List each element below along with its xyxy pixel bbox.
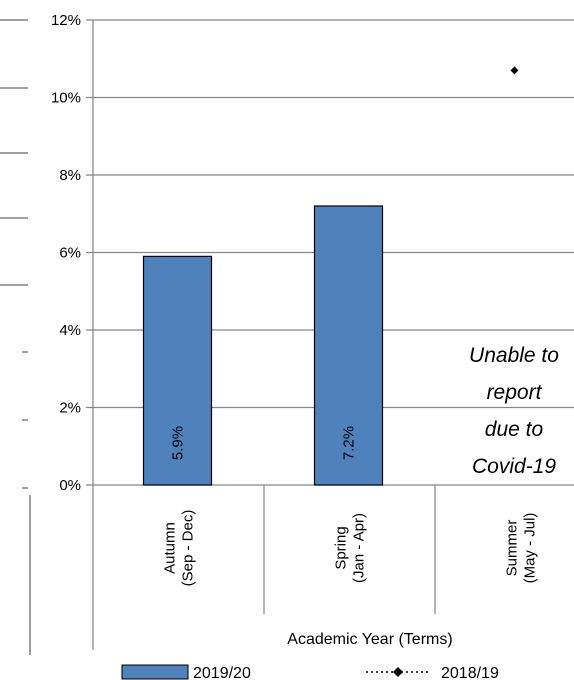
y-tick-label: 12% bbox=[51, 12, 81, 29]
x-category-label: Autumn(Sep - Dec) bbox=[162, 510, 197, 587]
x-category-label: Spring(Jan - Apr) bbox=[333, 513, 368, 583]
legend: 2019/20 2018/19 bbox=[121, 664, 499, 680]
bar bbox=[313, 205, 384, 486]
x-category-label: Summer(May - Jul) bbox=[504, 513, 539, 584]
bar-data-label: 7.2% bbox=[341, 426, 358, 460]
legend-label-2018-19: 2018/19 bbox=[441, 665, 499, 680]
annotation-line: Unable to bbox=[469, 344, 559, 367]
bars: 5.9% 7.2% bbox=[142, 205, 384, 486]
y-tick-labels: 0% 2% 4% 6% 8% 10% 12% bbox=[51, 12, 81, 494]
y-tick-label: 8% bbox=[59, 167, 81, 184]
y-tick-label: 0% bbox=[59, 477, 81, 494]
legend-swatch-2019-20 bbox=[121, 664, 189, 680]
x-axis-title: Academic Year (Terms) bbox=[287, 631, 452, 648]
data-point bbox=[510, 66, 519, 75]
x-category-labels: Autumn(Sep - Dec) Spring(Jan - Apr) Summer… bbox=[162, 510, 539, 587]
y-tick-label: 2% bbox=[59, 400, 81, 417]
legend-marker-2018-19 bbox=[393, 667, 403, 677]
y-tick-label: 4% bbox=[59, 322, 81, 339]
cropped-left-panel bbox=[0, 19, 31, 655]
annotation-line: report bbox=[487, 381, 543, 404]
legend-label-2019-20: 2019/20 bbox=[193, 665, 251, 680]
y-tick-label: 10% bbox=[51, 90, 81, 107]
points bbox=[510, 66, 519, 75]
covid-annotation: Unable to report due to Covid-19 bbox=[469, 344, 559, 478]
y-tick-label: 6% bbox=[59, 245, 81, 262]
bar-data-label: 5.9% bbox=[170, 426, 187, 460]
axes bbox=[92, 20, 436, 650]
annotation-line: Covid-19 bbox=[472, 455, 556, 478]
annotation-line: due to bbox=[485, 418, 544, 441]
bar bbox=[142, 255, 213, 486]
